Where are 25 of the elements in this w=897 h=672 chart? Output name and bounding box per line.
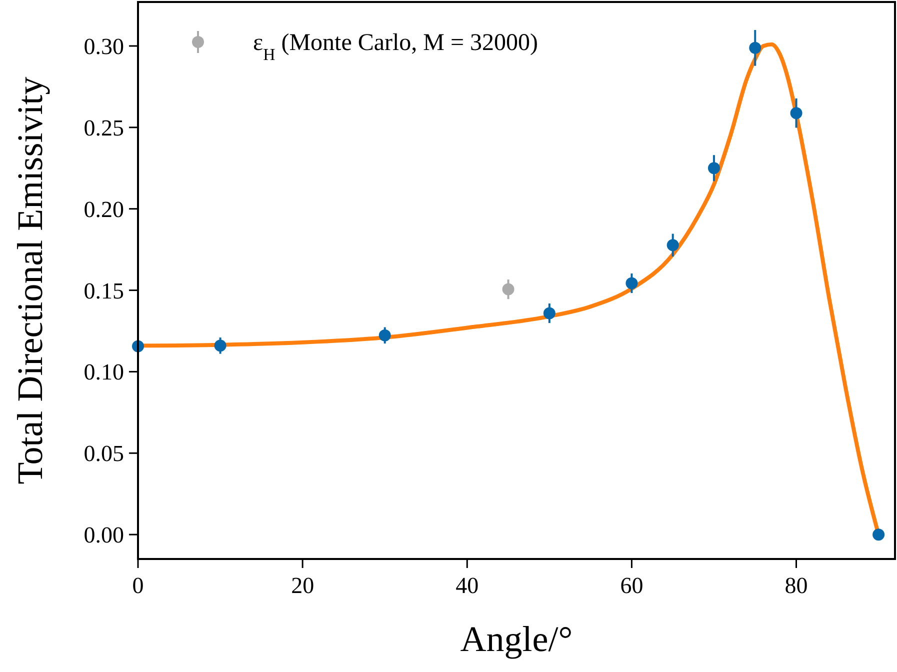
y-tick-label: 0.20 <box>84 196 124 222</box>
point <box>378 329 391 342</box>
point <box>502 283 514 296</box>
point <box>666 239 679 252</box>
y-tick-label: 0.05 <box>84 441 124 466</box>
x-tick-label: 60 <box>620 573 644 598</box>
point <box>708 162 720 174</box>
y-tick-label: 0.10 <box>84 360 124 385</box>
point <box>543 307 556 320</box>
legend-label: ε$_{H}$ (Monte Carlo, M = 32000) <box>253 30 538 64</box>
x-tick-label: 0 <box>132 573 144 598</box>
x-tick-label: 40 <box>456 573 479 598</box>
point <box>214 340 226 352</box>
point <box>749 42 762 54</box>
point <box>790 107 802 120</box>
x-tick-label: 80 <box>784 573 808 598</box>
y-axis-title: Total Directional Emissivity <box>10 76 50 484</box>
x-axis-title: Angle/° <box>460 619 573 659</box>
y-tick-label: 0.25 <box>84 115 124 140</box>
point <box>626 277 638 290</box>
y-tick-label: 0.00 <box>84 522 124 548</box>
y-tick-label: 0.30 <box>84 34 124 59</box>
y-tick-label: 0.15 <box>84 278 124 304</box>
x-tick-label: 20 <box>291 573 314 598</box>
point <box>872 528 885 541</box>
